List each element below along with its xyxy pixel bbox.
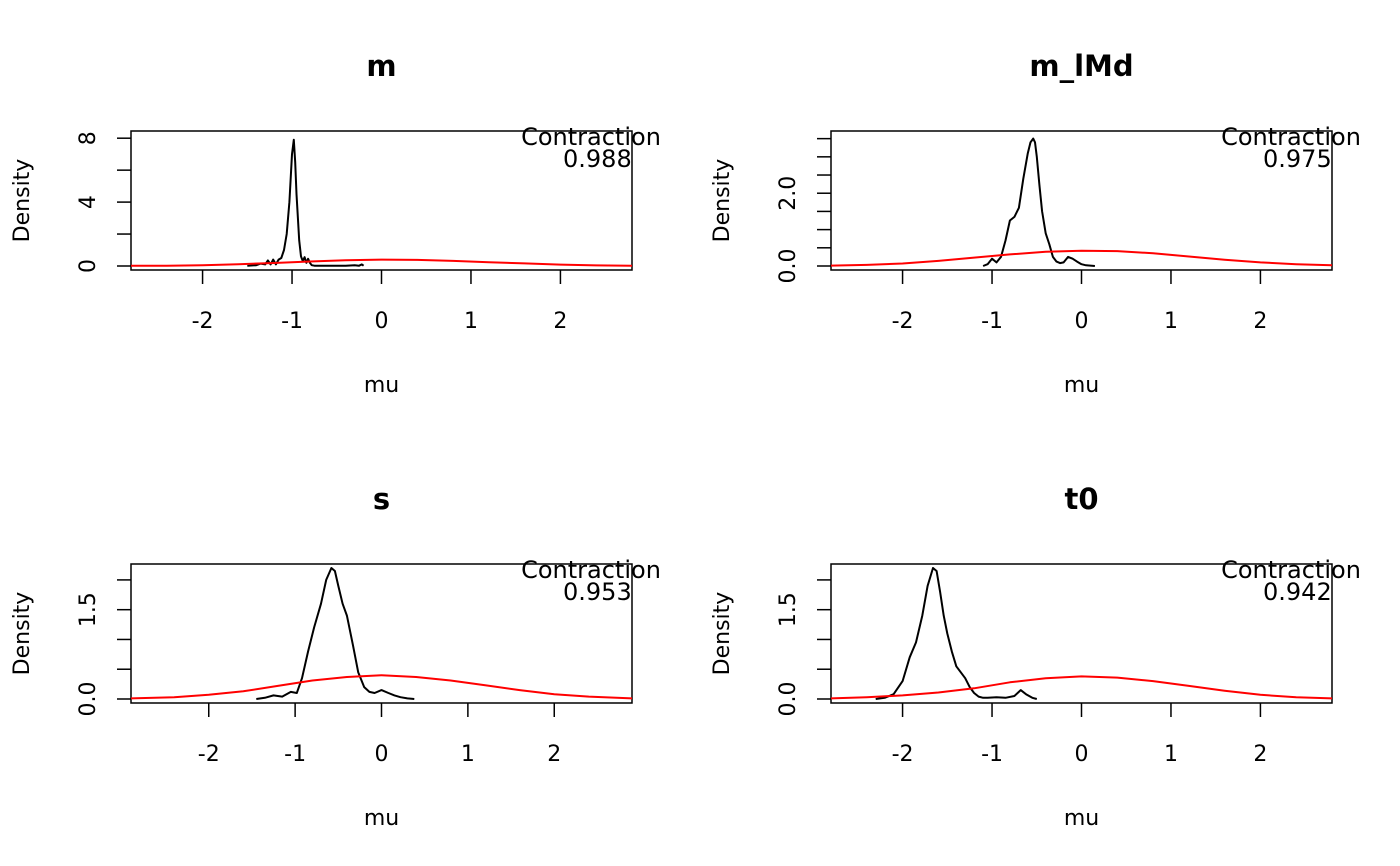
x-tick-label: -1 [981, 742, 1003, 767]
prior-density-line [131, 258, 632, 267]
prior-density-line [831, 249, 1332, 267]
panel-title: s [373, 482, 390, 516]
x-axis-label: mu [1064, 373, 1099, 398]
plot-area [131, 567, 632, 700]
y-tick-label: 1.5 [76, 592, 101, 627]
plot-area [131, 138, 632, 267]
x-tick-label: 2 [547, 742, 561, 767]
x-tick-label: 1 [1164, 742, 1178, 767]
y-axis-label: Density [10, 592, 35, 676]
plot-frame [130, 563, 633, 704]
x-tick-label: 1 [1164, 309, 1178, 334]
y-tick-label: 4 [76, 195, 101, 209]
plot-frame [130, 130, 633, 271]
plot-area [831, 137, 1332, 267]
y-tick-label: 0.0 [776, 249, 801, 284]
y-tick-label: 8 [76, 131, 101, 145]
x-tick-label: -1 [284, 742, 306, 767]
x-tick-label: 0 [1075, 742, 1089, 767]
panel-title: t0 [1064, 482, 1098, 516]
plot-area [831, 567, 1332, 700]
y-tick-label: 1.5 [776, 592, 801, 627]
x-tick-label: 2 [553, 309, 567, 334]
y-tick-label: 0.0 [776, 682, 801, 717]
posterior-density-line [982, 137, 1095, 267]
panel-title: m_lMd [1029, 49, 1133, 83]
x-axis-label: mu [1064, 806, 1099, 831]
x-tick-label: 0 [1075, 309, 1089, 334]
contraction-label: Contraction [1221, 123, 1361, 151]
x-tick-label: 1 [461, 742, 475, 767]
contraction-value: 0.942 [1263, 578, 1332, 606]
contraction-value: 0.975 [1263, 145, 1332, 173]
x-tick-label: -2 [892, 742, 914, 767]
prior-density-line [831, 675, 1332, 700]
prior-density-line [131, 674, 632, 700]
contraction-value: 0.953 [563, 578, 632, 606]
panel-2: m_lMd -2 -1 0 1 2 0.0 2.0 mu Density Contraction0.… [710, 49, 1361, 398]
x-tick-label: -2 [892, 309, 914, 334]
x-tick-label: 0 [375, 309, 389, 334]
x-tick-label: -1 [981, 309, 1003, 334]
x-axis-label: mu [364, 806, 399, 831]
contraction-label: Contraction [521, 556, 661, 584]
plot-frame [830, 563, 1333, 704]
y-axis-label: Density [10, 159, 35, 243]
y-axis-label: Density [710, 592, 735, 676]
y-tick-label: 0.0 [76, 682, 101, 717]
x-tick-label: 0 [375, 742, 389, 767]
x-tick-label: -2 [198, 742, 220, 767]
panel-title: m [366, 49, 396, 83]
posterior-density-line [247, 138, 365, 267]
x-tick-label: 2 [1253, 742, 1267, 767]
contraction-label: Contraction [1221, 556, 1361, 584]
y-axis-label: Density [710, 159, 735, 243]
y-tick-label: 2.0 [776, 176, 801, 211]
plot-frame [830, 130, 1333, 271]
posterior-density-line [256, 567, 415, 700]
contraction-value: 0.988 [563, 145, 632, 173]
x-tick-label: -2 [192, 309, 214, 334]
x-tick-label: -1 [281, 309, 303, 334]
x-tick-label: 2 [1253, 309, 1267, 334]
x-tick-label: 1 [464, 309, 478, 334]
x-axis-label: mu [364, 373, 399, 398]
posterior-density-line [875, 567, 1038, 700]
contraction-label: Contraction [521, 123, 661, 151]
y-tick-label: 0 [76, 259, 101, 273]
